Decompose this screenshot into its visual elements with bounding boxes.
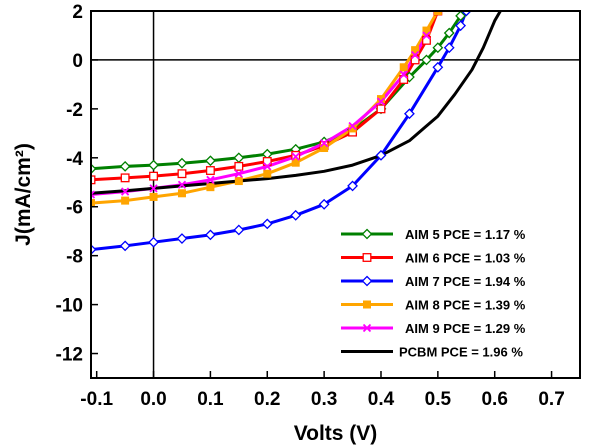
data-point bbox=[376, 104, 386, 114]
data-point bbox=[290, 209, 302, 221]
data-point bbox=[320, 144, 329, 153]
data-point bbox=[375, 149, 387, 161]
data-point bbox=[362, 253, 372, 262]
data-point bbox=[347, 180, 358, 192]
data-point bbox=[233, 152, 245, 164]
y-tick-label: -8 bbox=[66, 247, 83, 268]
plot-frame bbox=[90, 10, 581, 379]
data-point bbox=[291, 152, 300, 161]
data-point bbox=[120, 173, 130, 183]
legend-label: PCBM PCE = 1.96 % bbox=[399, 345, 523, 360]
data-point bbox=[432, 42, 444, 54]
data-point bbox=[261, 218, 273, 230]
y-tick-label: -12 bbox=[56, 345, 83, 366]
x-tick-label: 0.3 bbox=[311, 389, 337, 410]
y-tick-label: -4 bbox=[66, 149, 83, 170]
data-point bbox=[421, 54, 432, 66]
data-point bbox=[362, 323, 372, 333]
data-point bbox=[205, 166, 215, 175]
data-point bbox=[177, 180, 187, 189]
y-axis-title: J(mA/cm²) bbox=[12, 143, 35, 246]
data-point bbox=[149, 184, 158, 193]
data-point bbox=[119, 240, 131, 252]
data-point bbox=[121, 196, 130, 205]
x-tick-label: 0.6 bbox=[481, 389, 507, 410]
data-point bbox=[318, 198, 330, 210]
data-point bbox=[206, 175, 215, 184]
data-point bbox=[234, 177, 243, 186]
y-tick-label: 0 bbox=[72, 51, 83, 72]
data-point bbox=[149, 192, 158, 201]
data-point bbox=[91, 163, 97, 175]
data-point bbox=[91, 175, 96, 185]
y-tick-label: -10 bbox=[56, 296, 83, 317]
data-point bbox=[443, 27, 455, 39]
data-point bbox=[348, 121, 357, 131]
data-point bbox=[119, 160, 131, 172]
data-point bbox=[403, 108, 415, 120]
y-tick-label: 2 bbox=[72, 2, 83, 23]
data-point bbox=[177, 189, 186, 198]
legend-label: AIM 6 PCE = 1.03 % bbox=[405, 251, 526, 266]
x-tick-label: 0.0 bbox=[140, 389, 166, 410]
data-point bbox=[319, 138, 329, 148]
series-line-3 bbox=[91, 11, 468, 252]
data-point bbox=[204, 155, 216, 167]
data-point bbox=[433, 11, 442, 15]
data-point bbox=[176, 233, 188, 244]
data-point bbox=[363, 300, 371, 309]
data-point bbox=[263, 169, 272, 178]
series-line-6 bbox=[91, 11, 502, 195]
legend-label: AIM 8 PCE = 1.39 % bbox=[405, 298, 526, 313]
data-point bbox=[410, 50, 420, 60]
x-axis-title: Volts (V) bbox=[294, 422, 378, 445]
data-point bbox=[120, 187, 130, 196]
legend: AIM 5 PCE = 1.17 % AIM 6 PCE = 1.03 % AIM … bbox=[341, 227, 526, 360]
x-tick-label: 0.2 bbox=[254, 389, 280, 410]
data-point bbox=[361, 228, 373, 240]
data-point bbox=[422, 31, 431, 40]
data-point bbox=[206, 183, 215, 192]
data-point bbox=[91, 244, 97, 255]
data-point bbox=[176, 157, 188, 169]
y-tick-label: -2 bbox=[66, 100, 83, 121]
data-point bbox=[399, 70, 408, 79]
data-point bbox=[91, 190, 96, 199]
x-tick-label: 0.1 bbox=[197, 389, 224, 410]
data-point bbox=[234, 161, 244, 171]
y-tick-label: -6 bbox=[66, 198, 83, 219]
data-point bbox=[91, 199, 95, 208]
data-point bbox=[399, 63, 408, 72]
x-tick-label: -0.1 bbox=[80, 389, 113, 410]
data-point bbox=[422, 26, 431, 35]
x-tick-label: 0.4 bbox=[368, 389, 395, 410]
legend-label: AIM 5 PCE = 1.17 % bbox=[405, 227, 526, 242]
data-point bbox=[148, 159, 159, 171]
data-point bbox=[149, 171, 158, 181]
data-point bbox=[376, 97, 386, 106]
data-point bbox=[234, 169, 243, 178]
legend-label: AIM 9 PCE = 1.29 % bbox=[405, 321, 526, 336]
data-point bbox=[291, 158, 300, 167]
series-line-1 bbox=[91, 11, 468, 171]
data-point bbox=[455, 20, 467, 32]
x-tick-label: 0.5 bbox=[425, 389, 452, 410]
data-point bbox=[148, 236, 159, 248]
data-point bbox=[263, 162, 272, 171]
legend-label: AIM 7 PCE = 1.94 % bbox=[405, 274, 526, 289]
data-point bbox=[411, 46, 420, 55]
data-point bbox=[233, 224, 245, 236]
data-point bbox=[460, 11, 472, 17]
data-point bbox=[432, 61, 444, 73]
data-point bbox=[204, 229, 216, 241]
data-point bbox=[361, 275, 373, 287]
data-point bbox=[177, 169, 187, 179]
data-point bbox=[443, 42, 455, 54]
x-tick-label: 0.7 bbox=[538, 389, 564, 410]
